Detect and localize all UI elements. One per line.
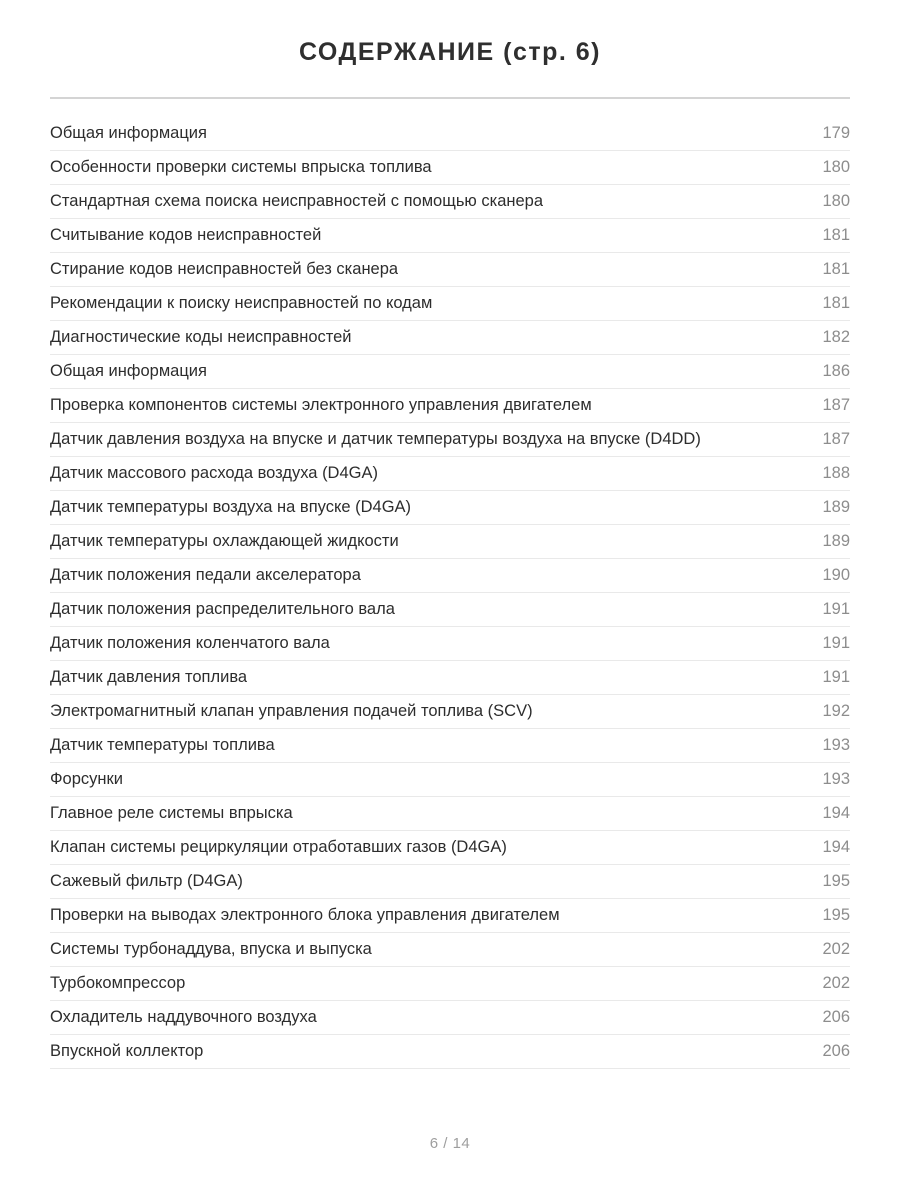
toc-row[interactable]: Системы турбонаддува, впуска и выпуска 20… bbox=[50, 933, 850, 967]
toc-row[interactable]: Датчик положения педали акселератора 190 bbox=[50, 559, 850, 593]
toc-row[interactable]: Форсунки 193 bbox=[50, 763, 850, 797]
toc-entry-page: 188 bbox=[822, 464, 850, 482]
toc-row[interactable]: Датчик температуры топлива 193 bbox=[50, 729, 850, 763]
toc-entry-label: Датчик давления топлива bbox=[50, 668, 248, 686]
toc-entry-page: 182 bbox=[822, 328, 850, 346]
toc-entry-label: Датчик температуры топлива bbox=[50, 736, 275, 754]
toc-entry-label: Системы турбонаддува, впуска и выпуска bbox=[50, 940, 372, 958]
toc-entry-label: Проверки на выводах электронного блока у… bbox=[50, 906, 560, 924]
toc-entry-page: 179 bbox=[822, 124, 850, 142]
toc-entry-page: 191 bbox=[822, 600, 850, 618]
toc-row[interactable]: Проверка компонентов системы электронног… bbox=[50, 389, 850, 423]
toc-entry-label: Считывание кодов неисправностей bbox=[50, 226, 322, 244]
toc-row[interactable]: Особенности проверки системы впрыска топ… bbox=[50, 151, 850, 185]
page-title: СОДЕРЖАНИЕ (стр. 6) bbox=[298, 38, 602, 66]
toc-row[interactable]: Клапан системы рециркуляции отработавших… bbox=[50, 831, 850, 865]
toc-row[interactable]: Стирание кодов неисправностей без сканер… bbox=[50, 253, 850, 287]
toc-entry-label: Электромагнитный клапан управления подач… bbox=[50, 702, 533, 720]
toc-row[interactable]: Турбокомпрессор 202 bbox=[50, 967, 850, 1001]
title-divider bbox=[50, 97, 850, 99]
toc-entry-label: Проверка компонентов системы электронног… bbox=[50, 396, 592, 414]
toc-entry-page: 195 bbox=[822, 872, 850, 890]
toc-row[interactable]: Датчик положения коленчатого вала 191 bbox=[50, 627, 850, 661]
toc-entry-label: Датчик температуры воздуха на впуске (D4… bbox=[50, 498, 412, 516]
toc-entry-page: 187 bbox=[822, 430, 850, 448]
toc-entry-page: 206 bbox=[822, 1008, 850, 1026]
toc-row[interactable]: Считывание кодов неисправностей 181 bbox=[50, 219, 850, 253]
toc-entry-label: Особенности проверки системы впрыска топ… bbox=[50, 158, 432, 176]
toc-entry-label: Датчик массового расхода воздуха (D4GA) bbox=[50, 464, 378, 482]
page-counter: 6 / 14 bbox=[429, 1135, 471, 1152]
toc-entry-page: 180 bbox=[822, 158, 850, 176]
toc-entry-label: Общая информация bbox=[50, 362, 207, 380]
toc-entry-label: Диагностические коды неисправностей bbox=[50, 328, 352, 346]
toc-entry-page: 191 bbox=[822, 668, 850, 686]
toc-row[interactable]: Охладитель наддувочного воздуха 206 bbox=[50, 1001, 850, 1035]
toc-row[interactable]: Датчик давления топлива 191 bbox=[50, 661, 850, 695]
toc-entry-label: Датчик положения коленчатого вала bbox=[50, 634, 330, 652]
toc-entry-page: 181 bbox=[822, 294, 850, 312]
toc-entry-label: Рекомендации к поиску неисправностей по … bbox=[50, 294, 433, 312]
toc-row[interactable]: Датчик температуры воздуха на впуске (D4… bbox=[50, 491, 850, 525]
toc-row[interactable]: Главное реле системы впрыска 194 bbox=[50, 797, 850, 831]
toc-entry-label: Впускной коллектор bbox=[50, 1042, 204, 1060]
toc-entry-page: 202 bbox=[822, 974, 850, 992]
toc-entry-page: 187 bbox=[822, 396, 850, 414]
toc-entry-page: 180 bbox=[822, 192, 850, 210]
toc-row[interactable]: Датчик давления воздуха на впуске и датч… bbox=[50, 423, 850, 457]
toc-entry-label: Сажевый фильтр (D4GA) bbox=[50, 872, 243, 890]
toc-row[interactable]: Датчик температуры охлаждающей жидкости 1… bbox=[50, 525, 850, 559]
toc-entry-page: 181 bbox=[822, 260, 850, 278]
toc-row[interactable]: Диагностические коды неисправностей 182 bbox=[50, 321, 850, 355]
toc-entry-page: 195 bbox=[822, 906, 850, 924]
toc-entry-page: 194 bbox=[822, 804, 850, 822]
toc-row[interactable]: Сажевый фильтр (D4GA) 195 bbox=[50, 865, 850, 899]
toc-entry-label: Датчик положения педали акселератора bbox=[50, 566, 361, 584]
toc-entry-label: Общая информация bbox=[50, 124, 207, 142]
toc-entry-label: Форсунки bbox=[50, 770, 123, 788]
toc-entry-page: 189 bbox=[822, 498, 850, 516]
toc-entry-label: Датчик температуры охлаждающей жидкости bbox=[50, 532, 399, 550]
toc-row[interactable]: Датчик положения распределительного вала… bbox=[50, 593, 850, 627]
toc-entry-page: 193 bbox=[822, 770, 850, 788]
toc-entry-page: 189 bbox=[822, 532, 850, 550]
toc-entry-page: 190 bbox=[822, 566, 850, 584]
toc-entry-label: Датчик давления воздуха на впуске и датч… bbox=[50, 430, 701, 448]
toc-entry-page: 191 bbox=[822, 634, 850, 652]
toc-entry-page: 192 bbox=[822, 702, 850, 720]
toc-row[interactable]: Рекомендации к поиску неисправностей по … bbox=[50, 287, 850, 321]
toc-row[interactable]: Датчик массового расхода воздуха (D4GA) 1… bbox=[50, 457, 850, 491]
toc-entry-label: Охладитель наддувочного воздуха bbox=[50, 1008, 317, 1026]
toc-row[interactable]: Электромагнитный клапан управления подач… bbox=[50, 695, 850, 729]
toc-row[interactable]: Проверки на выводах электронного блока у… bbox=[50, 899, 850, 933]
toc-row[interactable]: Впускной коллектор 206 bbox=[50, 1035, 850, 1069]
toc-entry-page: 202 bbox=[822, 940, 850, 958]
toc-entry-page: 194 bbox=[822, 838, 850, 856]
toc-list: Общая информация 179 Особенности проверки … bbox=[50, 117, 850, 1069]
toc-entry-label: Датчик положения распределительного вала bbox=[50, 600, 395, 618]
toc-entry-page: 181 bbox=[822, 226, 850, 244]
toc-entry-label: Турбокомпрессор bbox=[50, 974, 186, 992]
toc-entry-label: Клапан системы рециркуляции отработавших… bbox=[50, 838, 507, 856]
toc-entry-label: Стирание кодов неисправностей без сканер… bbox=[50, 260, 399, 278]
toc-row[interactable]: Общая информация 186 bbox=[50, 355, 850, 389]
toc-entry-page: 186 bbox=[822, 362, 850, 380]
toc-entry-page: 193 bbox=[822, 736, 850, 754]
toc-entry-label: Главное реле системы впрыска bbox=[50, 804, 293, 822]
toc-row[interactable]: Общая информация 179 bbox=[50, 117, 850, 151]
toc-row[interactable]: Стандартная схема поиска неисправностей … bbox=[50, 185, 850, 219]
toc-entry-label: Стандартная схема поиска неисправностей … bbox=[50, 192, 544, 210]
toc-entry-page: 206 bbox=[822, 1042, 850, 1060]
